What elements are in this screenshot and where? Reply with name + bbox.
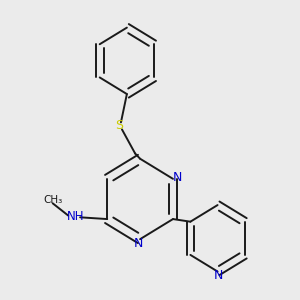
Text: CH₃: CH₃ bbox=[43, 195, 62, 205]
Text: N: N bbox=[172, 171, 182, 184]
Text: N: N bbox=[134, 237, 143, 250]
Text: NH: NH bbox=[67, 210, 85, 223]
Text: N: N bbox=[214, 269, 223, 282]
Text: S: S bbox=[115, 119, 123, 132]
